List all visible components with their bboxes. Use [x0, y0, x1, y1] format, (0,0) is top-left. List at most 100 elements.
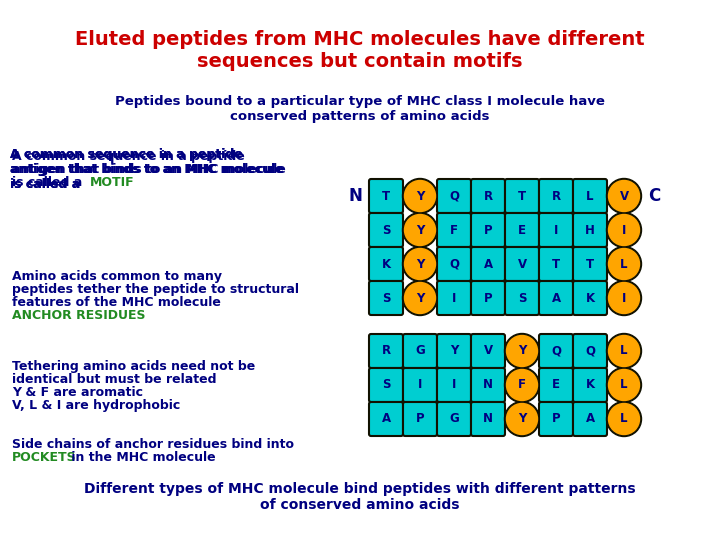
- FancyBboxPatch shape: [437, 334, 471, 368]
- Text: Q: Q: [449, 190, 459, 202]
- FancyBboxPatch shape: [437, 402, 471, 436]
- FancyBboxPatch shape: [573, 402, 607, 436]
- Text: MOTIF: MOTIF: [90, 176, 135, 189]
- Text: POCKETS: POCKETS: [12, 451, 76, 464]
- Text: G: G: [449, 413, 459, 426]
- FancyBboxPatch shape: [471, 368, 505, 402]
- Text: F: F: [518, 379, 526, 392]
- Circle shape: [606, 334, 642, 368]
- FancyBboxPatch shape: [471, 247, 505, 281]
- Text: Y: Y: [518, 345, 526, 357]
- Circle shape: [608, 180, 639, 212]
- Circle shape: [505, 368, 539, 402]
- Text: V: V: [483, 345, 492, 357]
- FancyBboxPatch shape: [539, 368, 573, 402]
- FancyBboxPatch shape: [539, 334, 573, 368]
- Text: K: K: [585, 379, 595, 392]
- Text: V: V: [518, 258, 526, 271]
- Text: Tethering amino acids need not be: Tethering amino acids need not be: [12, 360, 256, 373]
- Text: R: R: [382, 345, 390, 357]
- Text: Peptides bound to a particular type of MHC class I molecule have
conserved patte: Peptides bound to a particular type of M…: [115, 95, 605, 123]
- Text: K: K: [585, 292, 595, 305]
- Text: P: P: [415, 413, 424, 426]
- Text: in the MHC molecule: in the MHC molecule: [67, 451, 215, 464]
- FancyBboxPatch shape: [403, 368, 437, 402]
- Text: Y: Y: [518, 413, 526, 426]
- Circle shape: [606, 402, 642, 436]
- Text: Y: Y: [416, 292, 424, 305]
- Text: E: E: [552, 379, 560, 392]
- Text: peptides tether the peptide to structural: peptides tether the peptide to structura…: [12, 283, 299, 296]
- Text: A: A: [382, 413, 390, 426]
- FancyBboxPatch shape: [573, 281, 607, 315]
- Circle shape: [606, 246, 642, 281]
- FancyBboxPatch shape: [573, 179, 607, 213]
- Circle shape: [608, 282, 639, 314]
- Circle shape: [506, 335, 538, 367]
- Text: R: R: [483, 190, 492, 202]
- FancyBboxPatch shape: [573, 213, 607, 247]
- FancyBboxPatch shape: [369, 281, 403, 315]
- FancyBboxPatch shape: [369, 368, 403, 402]
- FancyBboxPatch shape: [471, 213, 505, 247]
- Circle shape: [606, 179, 642, 213]
- Circle shape: [506, 369, 538, 401]
- FancyBboxPatch shape: [539, 402, 573, 436]
- Text: N: N: [483, 379, 493, 392]
- Text: Q: Q: [585, 345, 595, 357]
- Text: Y: Y: [416, 190, 424, 202]
- Circle shape: [606, 368, 642, 402]
- Circle shape: [606, 280, 642, 315]
- Circle shape: [606, 213, 642, 247]
- Text: Q: Q: [551, 345, 561, 357]
- Text: Amino acids common to many: Amino acids common to many: [12, 270, 222, 283]
- FancyBboxPatch shape: [505, 281, 539, 315]
- Circle shape: [506, 403, 538, 435]
- FancyBboxPatch shape: [539, 281, 573, 315]
- Text: Y: Y: [416, 224, 424, 237]
- Text: Y & F are aromatic: Y & F are aromatic: [12, 386, 143, 399]
- FancyBboxPatch shape: [437, 247, 471, 281]
- Text: F: F: [450, 224, 458, 237]
- Text: T: T: [552, 258, 560, 271]
- Text: Y: Y: [416, 258, 424, 271]
- Circle shape: [505, 402, 539, 436]
- Text: P: P: [484, 224, 492, 237]
- FancyBboxPatch shape: [471, 179, 505, 213]
- Text: E: E: [518, 224, 526, 237]
- FancyBboxPatch shape: [505, 213, 539, 247]
- FancyBboxPatch shape: [573, 334, 607, 368]
- Text: A common sequence in a peptide: A common sequence in a peptide: [12, 150, 245, 163]
- Text: Different types of MHC molecule bind peptides with different patterns
of conserv: Different types of MHC molecule bind pep…: [84, 482, 636, 512]
- Circle shape: [405, 248, 436, 280]
- Text: ANCHOR RESIDUES: ANCHOR RESIDUES: [12, 309, 145, 322]
- FancyBboxPatch shape: [539, 179, 573, 213]
- Text: T: T: [518, 190, 526, 202]
- FancyBboxPatch shape: [471, 402, 505, 436]
- Text: P: P: [484, 292, 492, 305]
- Text: is called a: is called a: [12, 176, 86, 189]
- Text: A: A: [552, 292, 561, 305]
- Text: Eluted peptides from MHC molecules have different
sequences but contain motifs: Eluted peptides from MHC molecules have …: [75, 30, 645, 71]
- Text: Side chains of anchor residues bind into: Side chains of anchor residues bind into: [12, 438, 294, 451]
- Text: I: I: [418, 379, 422, 392]
- FancyBboxPatch shape: [369, 334, 403, 368]
- FancyBboxPatch shape: [505, 247, 539, 281]
- Circle shape: [608, 248, 639, 280]
- Circle shape: [402, 179, 438, 213]
- FancyBboxPatch shape: [437, 368, 471, 402]
- Text: S: S: [518, 292, 526, 305]
- Text: A common sequence in a peptide
antigen that binds to an MHC molecule
is called a: A common sequence in a peptide antigen t…: [10, 148, 284, 191]
- Text: P: P: [552, 413, 560, 426]
- Text: features of the MHC molecule: features of the MHC molecule: [12, 296, 221, 309]
- Text: C: C: [648, 187, 660, 205]
- Text: Q: Q: [449, 258, 459, 271]
- FancyBboxPatch shape: [573, 247, 607, 281]
- Circle shape: [402, 280, 438, 315]
- Text: T: T: [586, 258, 594, 271]
- FancyBboxPatch shape: [539, 247, 573, 281]
- FancyBboxPatch shape: [437, 213, 471, 247]
- FancyBboxPatch shape: [403, 334, 437, 368]
- FancyBboxPatch shape: [471, 334, 505, 368]
- Text: N: N: [483, 413, 493, 426]
